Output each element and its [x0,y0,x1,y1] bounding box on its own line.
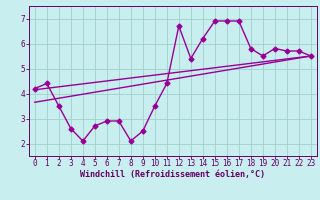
X-axis label: Windchill (Refroidissement éolien,°C): Windchill (Refroidissement éolien,°C) [80,170,265,179]
